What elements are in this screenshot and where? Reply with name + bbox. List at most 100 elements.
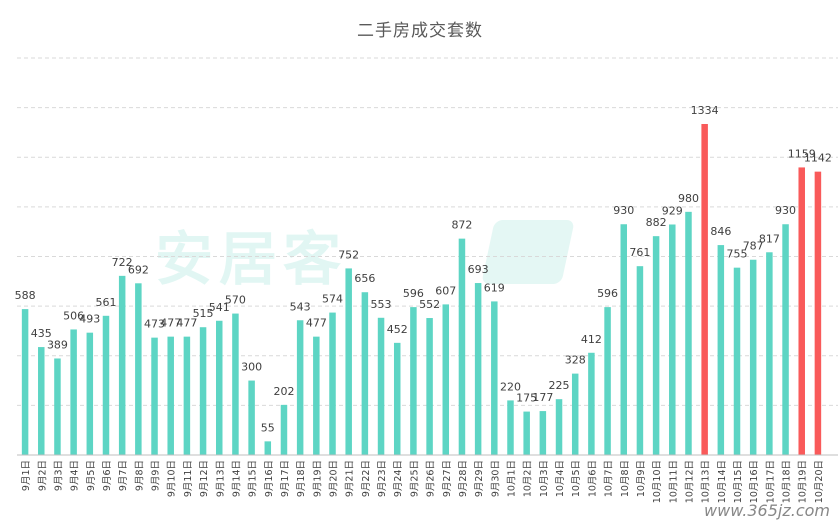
x-tick-label: 9月20日 bbox=[329, 460, 340, 497]
bar-10月9日 bbox=[636, 266, 644, 455]
x-tick-label: 10月11日 bbox=[668, 460, 679, 503]
x-tick-label: 9月16日 bbox=[264, 460, 275, 497]
data-label: 473 bbox=[144, 318, 165, 331]
bar-10月8日 bbox=[620, 224, 627, 455]
x-tick-label: 10月19日 bbox=[798, 460, 809, 503]
bar-9月4日 bbox=[70, 329, 77, 455]
data-label: 588 bbox=[15, 289, 36, 302]
data-label: 175 bbox=[516, 392, 537, 405]
source-watermark: www.365jz.com bbox=[704, 501, 830, 520]
bar-10月12日 bbox=[685, 211, 692, 455]
bar-9月15日 bbox=[248, 380, 255, 455]
bar-9月5日 bbox=[86, 332, 94, 455]
bar-10月1日 bbox=[507, 400, 514, 455]
bar-9月12日 bbox=[199, 327, 207, 455]
x-tick-label: 9月13日 bbox=[215, 460, 226, 497]
data-label: 787 bbox=[743, 240, 764, 253]
bar-10月3日 bbox=[539, 411, 547, 455]
data-label: 1142 bbox=[804, 152, 832, 165]
x-tick-label: 9月10日 bbox=[167, 460, 178, 497]
data-label: 452 bbox=[387, 323, 408, 336]
data-label: 656 bbox=[354, 272, 375, 285]
data-label: 752 bbox=[338, 248, 359, 261]
data-label: 435 bbox=[31, 327, 52, 340]
x-tick-label: 9月3日 bbox=[53, 460, 64, 491]
bar-9月22日 bbox=[361, 292, 369, 455]
x-axis: 9月1日 9月2日 9月3日 9月4日 9月5日 9月6日 9月7日 9月8日 9月9日 9月10… bbox=[17, 454, 838, 503]
data-label: 846 bbox=[710, 225, 731, 238]
bar-10月17日 bbox=[766, 252, 773, 455]
x-tick-label: 9月23日 bbox=[377, 460, 388, 497]
x-tick-label: 9月29日 bbox=[474, 460, 485, 497]
data-label: 328 bbox=[565, 354, 586, 367]
data-label: 872 bbox=[451, 219, 472, 232]
data-label: 220 bbox=[500, 380, 521, 393]
x-tick-label: 10月6日 bbox=[587, 460, 598, 497]
x-tick-label: 9月18日 bbox=[296, 460, 307, 497]
x-tick-label: 10月18日 bbox=[782, 460, 793, 503]
data-label: 493 bbox=[79, 313, 100, 326]
data-label: 722 bbox=[112, 256, 133, 269]
x-tick-label: 9月1日 bbox=[21, 460, 32, 491]
x-tick-label: 10月17日 bbox=[765, 460, 776, 503]
x-tick-label: 10月10日 bbox=[652, 460, 663, 503]
bar-10月14日 bbox=[717, 245, 725, 455]
x-tick-label: 10月15日 bbox=[733, 460, 744, 503]
x-tick-label: 9月2日 bbox=[37, 460, 48, 491]
x-tick-label: 9月11日 bbox=[183, 460, 194, 497]
data-label: 552 bbox=[419, 298, 440, 311]
data-label: 515 bbox=[193, 307, 214, 320]
chart-title: 二手房成交套数 bbox=[357, 21, 483, 41]
bar-9月20日 bbox=[329, 312, 336, 455]
bar-9月16日 bbox=[264, 441, 272, 455]
bar-9月14日 bbox=[232, 313, 239, 455]
x-tick-label: 9月6日 bbox=[102, 460, 113, 491]
data-label: 202 bbox=[273, 385, 294, 398]
bar-9月19日 bbox=[313, 336, 320, 455]
x-tick-label: 10月12日 bbox=[684, 460, 695, 503]
data-label: 389 bbox=[47, 338, 68, 351]
x-tick-label: 9月24日 bbox=[393, 460, 404, 497]
bar-9月29日 bbox=[474, 283, 482, 455]
bar-10月15日 bbox=[733, 267, 741, 455]
data-label: 817 bbox=[759, 232, 780, 245]
data-label: 225 bbox=[549, 379, 570, 392]
x-tick-label: 10月16日 bbox=[749, 460, 760, 503]
x-tick-label: 9月26日 bbox=[426, 460, 437, 497]
bar-9月7日 bbox=[118, 275, 126, 455]
bar-10月4日 bbox=[555, 399, 563, 455]
bar-9月11日 bbox=[183, 336, 191, 455]
x-tick-label: 10月7日 bbox=[604, 460, 615, 497]
data-label: 541 bbox=[209, 301, 230, 314]
x-tick-label: 9月28日 bbox=[458, 460, 469, 497]
bar-9月26日 bbox=[426, 318, 433, 455]
bars bbox=[21, 124, 822, 456]
bar-10月16日 bbox=[749, 259, 757, 455]
data-label: 561 bbox=[95, 296, 116, 309]
bar-9月13日 bbox=[216, 320, 223, 455]
bar-9月23日 bbox=[377, 317, 385, 455]
data-label: 596 bbox=[597, 287, 618, 300]
data-label: 412 bbox=[581, 333, 602, 346]
x-tick-label: 9月15日 bbox=[248, 460, 259, 497]
bar-10月2日 bbox=[523, 411, 530, 455]
x-tick-label: 9月7日 bbox=[118, 460, 129, 491]
data-label: 553 bbox=[371, 298, 392, 311]
x-tick-label: 9月12日 bbox=[199, 460, 210, 497]
data-label: 755 bbox=[727, 248, 748, 261]
x-tick-label: 10月4日 bbox=[555, 460, 566, 497]
data-label: 574 bbox=[322, 293, 343, 306]
data-label: 596 bbox=[403, 287, 424, 300]
bar-9月17日 bbox=[280, 404, 288, 455]
x-tick-label: 9月8日 bbox=[134, 460, 145, 491]
x-tick-label: 10月20日 bbox=[814, 460, 825, 503]
data-label: 55 bbox=[261, 421, 275, 434]
x-tick-label: 9月30日 bbox=[490, 460, 501, 497]
x-tick-label: 9月9日 bbox=[151, 460, 162, 491]
data-label: 980 bbox=[678, 192, 699, 205]
bar-10月6日 bbox=[588, 352, 595, 455]
x-tick-label: 10月1日 bbox=[506, 460, 517, 497]
x-tick-label: 9月4日 bbox=[70, 460, 81, 491]
data-label: 477 bbox=[160, 317, 181, 330]
